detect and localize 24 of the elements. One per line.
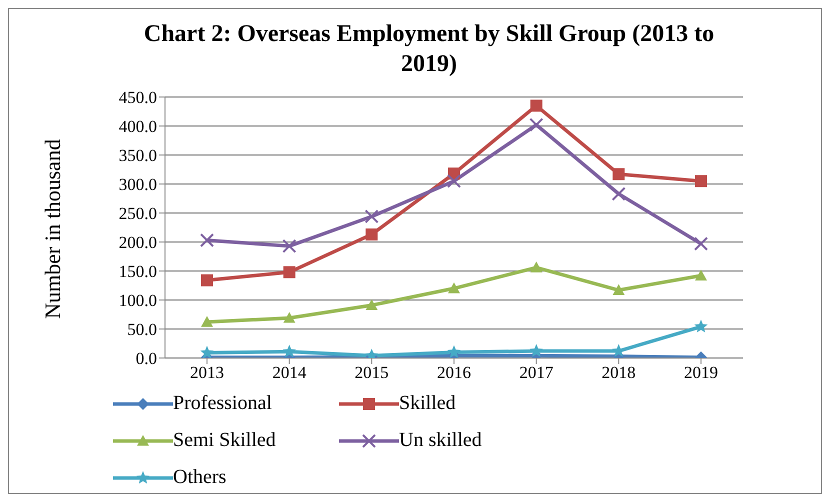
legend-label: Skilled xyxy=(399,392,456,415)
y-tick-label: 300.0 xyxy=(118,175,157,194)
y-tick-label: 0.0 xyxy=(136,349,157,368)
y-tick-label: 400.0 xyxy=(118,117,157,136)
legend-label: Un skilled xyxy=(399,429,482,452)
y-tick-label: 150.0 xyxy=(118,262,157,282)
legend-label: Others xyxy=(173,466,226,489)
y-axis-title: Number in thousand xyxy=(40,139,66,319)
y-tick-label: 450.0 xyxy=(118,88,157,108)
y-tick-label: 100.0 xyxy=(118,291,157,310)
chart-title: Chart 2: Overseas Employment by Skill Group (2013 to 2019) xyxy=(142,20,716,79)
y-tick-label: 250.0 xyxy=(118,204,157,224)
x-tick-label: 2019 xyxy=(684,363,718,382)
legend-label: Professional xyxy=(173,392,272,415)
y-tick-label: 350.0 xyxy=(118,146,157,166)
legend-label: Semi Skilled xyxy=(173,429,276,452)
x-tick-label: 2015 xyxy=(354,363,389,382)
x-tick-label: 2013 xyxy=(190,363,224,382)
y-tick-label: 50.0 xyxy=(127,320,157,340)
x-tick-label: 2016 xyxy=(437,363,471,382)
x-tick-label: 2017 xyxy=(519,363,554,382)
x-tick-label: 2014 xyxy=(272,363,307,382)
y-tick-label: 200.0 xyxy=(118,233,157,252)
x-tick-label: 2018 xyxy=(602,363,636,382)
